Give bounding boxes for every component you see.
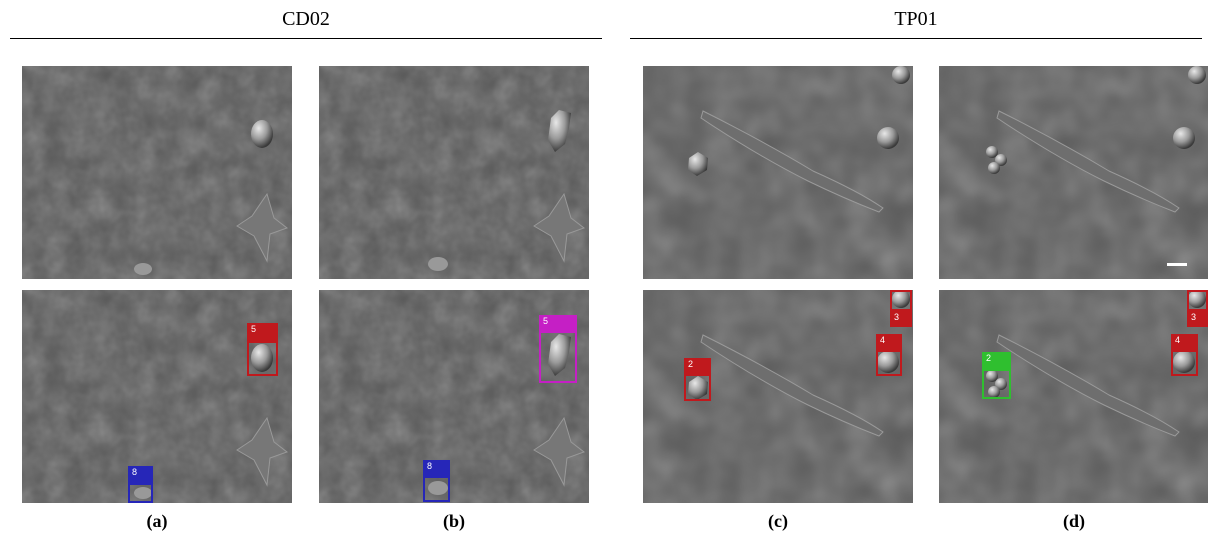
detection-box	[1187, 290, 1208, 311]
detection-label-4: 4	[1171, 334, 1198, 350]
detection-label-5: 5	[247, 323, 278, 341]
detection-box	[247, 341, 278, 376]
detection-label-2: 2	[982, 352, 1011, 369]
detection-label-8: 8	[128, 466, 153, 483]
detection-label-8: 8	[423, 460, 450, 476]
detection-box	[539, 331, 577, 383]
detection-box	[423, 476, 450, 502]
micrograph-d-top	[939, 66, 1208, 279]
detection-label-2: 2	[684, 358, 711, 374]
detection-label-3: 3	[1187, 311, 1208, 327]
panel-caption-a: (a)	[146, 511, 168, 531]
detection-label-5: 5	[539, 315, 577, 331]
panel-caption-d: (d)	[1063, 511, 1085, 531]
detection-label-4: 4	[876, 334, 902, 350]
micrograph-d-bottom: 3 4 2	[939, 290, 1208, 503]
detection-box	[982, 369, 1011, 399]
detection-box	[1171, 350, 1198, 376]
group-title-tp01: TP01	[894, 8, 938, 30]
detection-label-3: 3	[890, 311, 912, 327]
detection-box	[876, 350, 902, 376]
micrograph-c-top	[643, 66, 913, 279]
panel-caption-b: (b)	[443, 511, 465, 531]
group-title-cd02: CD02	[282, 8, 330, 30]
cell-round	[251, 120, 273, 148]
detection-box	[890, 290, 912, 311]
micrograph-a-bottom: 5 8	[22, 290, 292, 503]
scale-bar	[1167, 263, 1187, 266]
group-rule-cd02	[10, 38, 602, 39]
detection-box	[128, 483, 153, 503]
micrograph-a-top	[22, 66, 292, 279]
micrograph-b-bottom: 5 8	[319, 290, 589, 503]
micrograph-b-top	[319, 66, 589, 279]
detection-box	[684, 374, 711, 401]
panel-caption-c: (c)	[768, 511, 788, 531]
cell-cluster	[134, 263, 152, 275]
micrograph-c-bottom: 3 4 2	[643, 290, 913, 503]
cell-spread	[236, 192, 289, 263]
group-rule-tp01	[630, 38, 1202, 39]
